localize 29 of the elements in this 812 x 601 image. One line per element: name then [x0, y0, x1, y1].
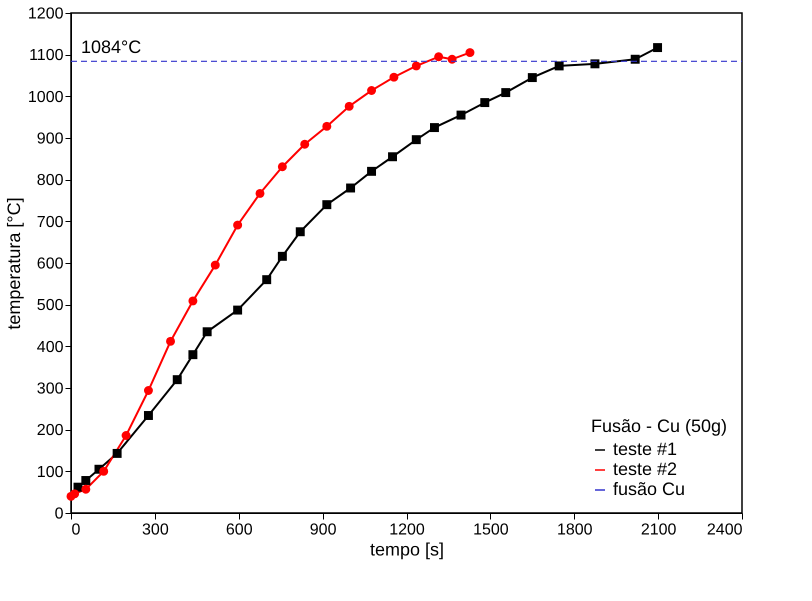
x-axis-title: tempo [s] [370, 540, 444, 560]
x-tick-label: 2100 [640, 522, 677, 538]
y-tick-label: 100 [36, 464, 64, 481]
y-axis-title: temperatura [°C] [4, 197, 24, 330]
y-tick-label: 600 [36, 256, 64, 272]
x-tick-label: 900 [310, 522, 337, 538]
x-tick-label: 1800 [556, 522, 593, 538]
y-tick-label: 200 [36, 422, 64, 440]
legend-label: fusão Cu [613, 479, 686, 499]
x-tick-label: 0 [72, 522, 80, 538]
legend-title: Fusão - Cu (50g) [591, 416, 728, 436]
x-tick-label: 1200 [389, 522, 425, 538]
y-tick-label: 700 [36, 214, 64, 231]
x-tick-label: 600 [226, 522, 253, 538]
y-tick-label: 900 [36, 130, 64, 148]
legend-label: teste #2 [613, 459, 678, 479]
y-tick-label: 1200 [28, 6, 64, 22]
y-tick-label: 1100 [29, 47, 64, 64]
y-tick-label: 0 [54, 506, 64, 522]
annotation: 1084°C [81, 37, 142, 57]
y-tick-label: 800 [36, 172, 64, 190]
y-tick-label: 400 [36, 338, 64, 356]
legend-label: teste #1 [613, 439, 678, 459]
y-tick-label: 500 [36, 297, 64, 314]
y-tick-label: 1000 [28, 88, 64, 106]
y-tick-label: 300 [36, 380, 64, 398]
x-tick-label: 1500 [473, 522, 509, 538]
x-tick-label: 2400 [706, 522, 743, 538]
x-tick-label: 300 [142, 522, 169, 538]
